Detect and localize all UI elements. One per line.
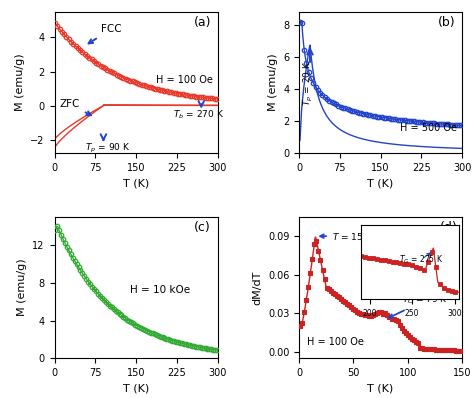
Text: $T_p$ = 20 K: $T_p$ = 20 K: [301, 61, 315, 106]
Text: $T_p$ = 90 K: $T_p$ = 90 K: [85, 142, 131, 155]
Text: ZFC: ZFC: [60, 99, 91, 115]
Text: H = 100 Oe: H = 100 Oe: [307, 337, 364, 347]
X-axis label: T (K): T (K): [367, 179, 394, 189]
X-axis label: T (K): T (K): [123, 179, 149, 189]
Text: (b): (b): [438, 16, 456, 29]
Text: H = 10 kOe: H = 10 kOe: [130, 285, 191, 295]
Y-axis label: M (emu/g): M (emu/g): [17, 259, 27, 316]
Y-axis label: M (emu/g): M (emu/g): [267, 54, 278, 111]
Text: (a): (a): [193, 16, 211, 29]
Text: $T$ = 15 K: $T$ = 15 K: [320, 231, 373, 242]
Text: $T_b$ = 270 K: $T_b$ = 270 K: [173, 109, 224, 121]
Y-axis label: dM/dT: dM/dT: [253, 270, 263, 305]
Text: (c): (c): [194, 221, 211, 234]
X-axis label: T (K): T (K): [123, 384, 149, 394]
Text: H = 500 Oe: H = 500 Oe: [400, 123, 457, 133]
Y-axis label: M (emu/g): M (emu/g): [15, 54, 25, 111]
Text: FCC: FCC: [89, 24, 121, 43]
Text: (d): (d): [439, 221, 457, 234]
X-axis label: T (K): T (K): [367, 384, 394, 394]
Text: $T_C$ = 79 K: $T_C$ = 79 K: [389, 294, 448, 318]
Text: H = 100 Oe: H = 100 Oe: [156, 75, 213, 85]
